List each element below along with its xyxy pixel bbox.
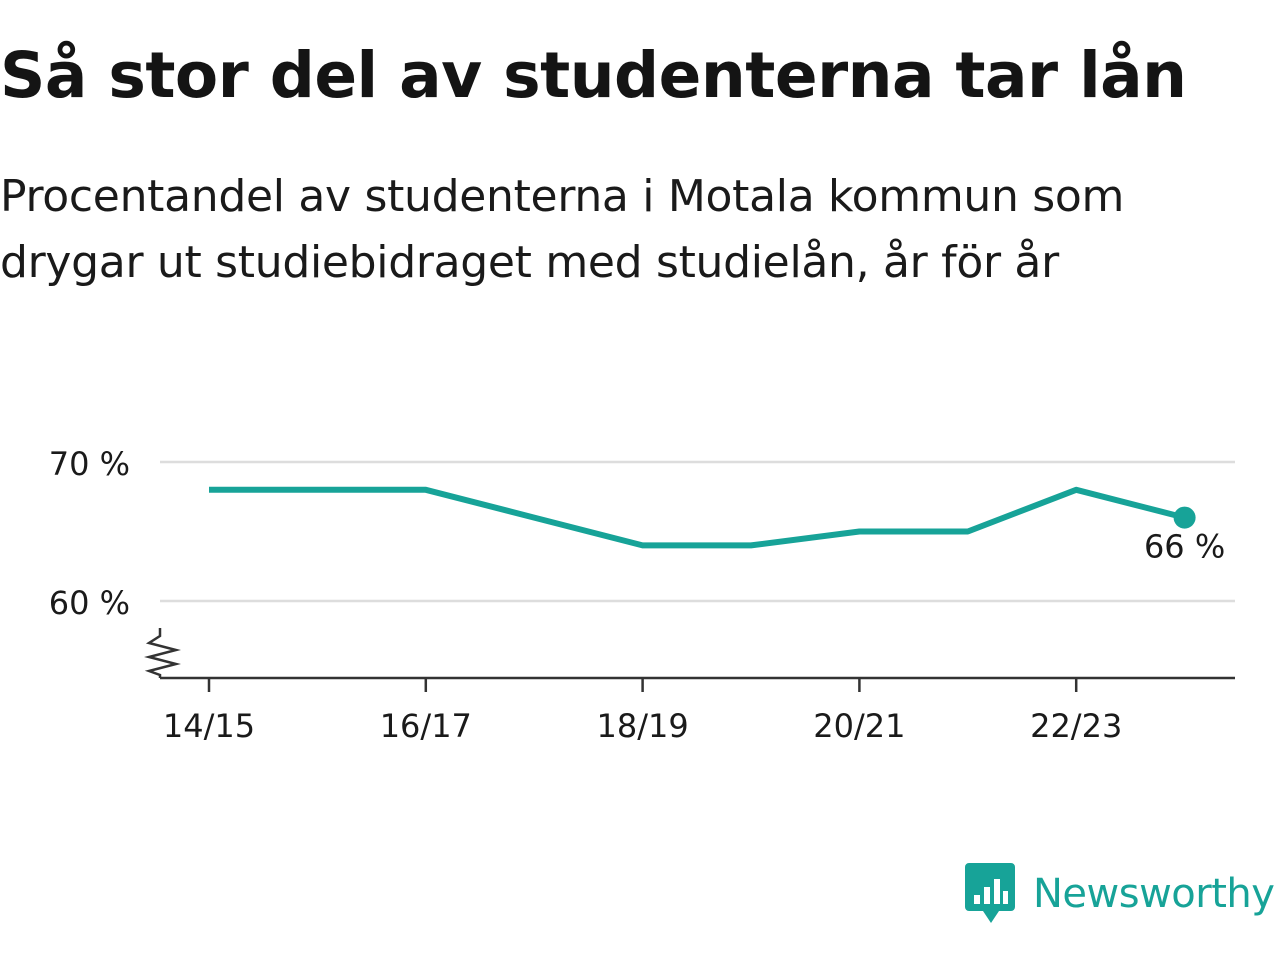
x-tick-label-14-15: 14/15 [163, 707, 255, 745]
data-point-22-23 [1073, 487, 1079, 493]
end-point-marker [1173, 506, 1196, 529]
y-tick-label-60: 60 % [49, 584, 130, 622]
subtitle-line-2: drygar ut studiebidraget med studielån, … [0, 237, 1059, 288]
chart-title: Så stor del av studenterna tar lån [0, 39, 1187, 112]
x-tick-label-18-19: 18/19 [596, 707, 688, 745]
newsworthy-logo: Newsworthy [965, 862, 1275, 926]
data-point-21-22 [965, 529, 971, 535]
data-point-18-19 [640, 542, 646, 548]
subtitle-line-1: Procentandel av studenterna i Motala kom… [0, 171, 1125, 222]
data-point-15-16 [314, 487, 320, 493]
series-line [209, 486, 1186, 549]
x-tick-label-16-17: 16/17 [380, 707, 472, 745]
data-point-17-18 [531, 515, 537, 521]
x-tick-label-22-23: 22/23 [1030, 707, 1122, 745]
data-point-14-15 [206, 487, 212, 493]
data-point-19-20 [748, 542, 754, 548]
data-point-16-17 [423, 487, 429, 493]
end-value-label: 66 % [1144, 528, 1225, 566]
brand-name: Newsworthy [1033, 871, 1275, 917]
newsworthy-bar-chart-icon [965, 863, 1015, 923]
x-tick-label-20-21: 20/21 [813, 707, 905, 745]
y-tick-label-70: 70 % [49, 445, 130, 483]
y-axis-break-symbol [144, 628, 181, 678]
data-point-20-21 [856, 529, 862, 535]
chart-subtitle: Procentandel av studenterna i Motala kom… [0, 164, 1124, 296]
